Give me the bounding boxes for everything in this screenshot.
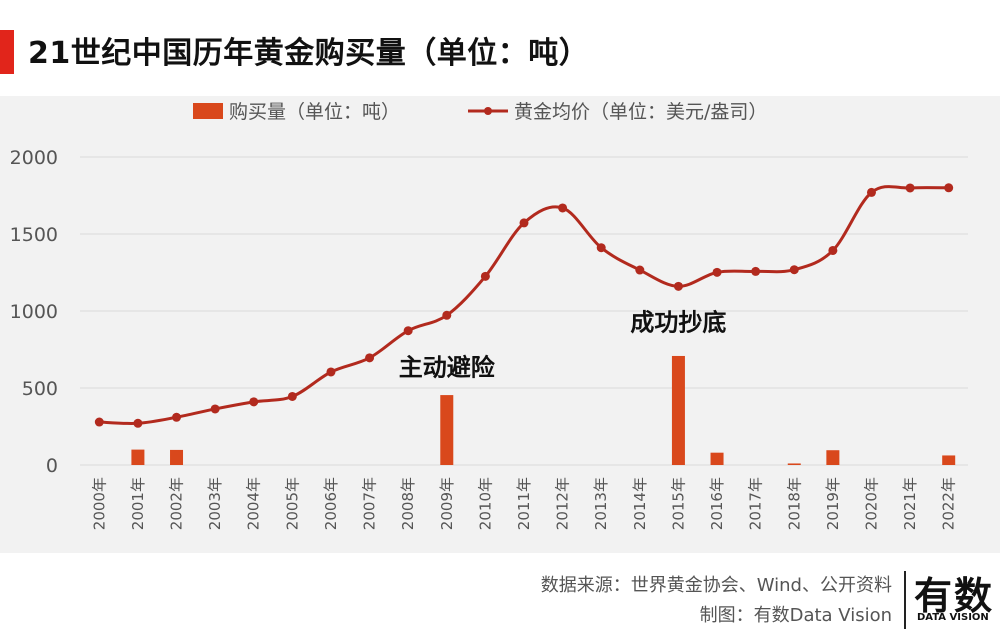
bar bbox=[131, 449, 145, 465]
x-tick-label: 2021年 bbox=[901, 477, 919, 530]
x-tick-label: 2022年 bbox=[940, 477, 958, 530]
title-accent-block bbox=[0, 30, 14, 74]
line-point bbox=[172, 412, 182, 422]
line-point bbox=[480, 271, 490, 281]
x-tick-label: 2005年 bbox=[283, 477, 301, 530]
line-point bbox=[712, 267, 722, 277]
source-note: 数据来源：世界黄金协会、Wind、公开资料 bbox=[540, 575, 892, 596]
x-tick-label: 2013年 bbox=[592, 477, 610, 530]
annotation-label: 主动避险 bbox=[399, 354, 496, 382]
bar bbox=[170, 449, 184, 465]
x-tick-label: 2007年 bbox=[361, 477, 379, 530]
x-tick-label: 2020年 bbox=[862, 477, 880, 530]
x-tick-label: 2008年 bbox=[399, 477, 417, 530]
line-point bbox=[789, 265, 799, 275]
y-tick-label: 1000 bbox=[10, 301, 58, 323]
line-point bbox=[905, 183, 915, 193]
line-point bbox=[866, 187, 876, 197]
line-point bbox=[944, 183, 954, 193]
bar bbox=[440, 395, 454, 465]
y-tick-label: 500 bbox=[22, 378, 58, 400]
legend-bar-label: 购买量（单位：吨） bbox=[229, 101, 400, 123]
line-point bbox=[133, 418, 143, 428]
page-title: 21世纪中国历年黄金购买量（单位：吨） bbox=[28, 36, 590, 71]
y-tick-label: 0 bbox=[46, 455, 58, 477]
legend-bar-swatch bbox=[193, 103, 223, 119]
x-tick-label: 2014年 bbox=[631, 477, 649, 530]
chart-area: 购买量（单位：吨） 黄金均价（单位：美元/盎司） 0 500 1000 1500 2000 2… bbox=[0, 96, 1000, 553]
line-point bbox=[249, 397, 259, 407]
bar bbox=[710, 452, 724, 465]
footer: 数据来源：世界黄金协会、Wind、公开资料 制图：有数Data Vision 有… bbox=[0, 553, 1000, 643]
bar bbox=[826, 450, 840, 465]
legend-line-label: 黄金均价（单位：美元/盎司） bbox=[514, 101, 767, 123]
x-tick-label: 2017年 bbox=[747, 477, 765, 530]
brand-logo: 有数 bbox=[914, 574, 995, 618]
logo-divider bbox=[904, 571, 906, 629]
x-tick-label: 2002年 bbox=[168, 477, 186, 530]
line-point bbox=[558, 203, 568, 213]
line-point bbox=[326, 367, 336, 377]
x-tick-label: 2000年 bbox=[90, 477, 108, 530]
line-point bbox=[635, 265, 645, 275]
x-tick-label: 2010年 bbox=[476, 477, 494, 530]
x-tick-label: 2012年 bbox=[554, 477, 572, 530]
bar bbox=[787, 463, 801, 465]
x-tick-label: 2015年 bbox=[669, 477, 687, 530]
x-tick-label: 2001年 bbox=[129, 477, 147, 530]
x-tick-label: 2009年 bbox=[438, 477, 456, 530]
x-tick-label: 2019年 bbox=[824, 477, 842, 530]
line-point bbox=[596, 243, 606, 253]
header: 21世纪中国历年黄金购买量（单位：吨） bbox=[0, 0, 1000, 96]
line-point bbox=[519, 218, 529, 228]
legend-line-marker bbox=[484, 107, 492, 115]
line-point bbox=[287, 391, 297, 401]
x-tick-label: 2004年 bbox=[245, 477, 263, 530]
bar bbox=[942, 455, 956, 465]
y-tick-label: 2000 bbox=[10, 147, 58, 169]
y-tick-label: 1500 bbox=[10, 224, 58, 246]
line-point bbox=[673, 281, 683, 291]
line-point bbox=[828, 245, 838, 255]
chart: 购买量（单位：吨） 黄金均价（单位：美元/盎司） 0 500 1000 1500 2000 2… bbox=[10, 101, 968, 530]
x-tick-label: 2011年 bbox=[515, 477, 533, 530]
line-point bbox=[365, 353, 375, 363]
line-point bbox=[210, 404, 220, 414]
x-tick-label: 2018年 bbox=[785, 477, 803, 530]
x-tick-label: 2016年 bbox=[708, 477, 726, 530]
line-point bbox=[403, 326, 413, 336]
bar bbox=[671, 355, 685, 465]
x-tick-label: 2006年 bbox=[322, 477, 340, 530]
line-point bbox=[442, 310, 452, 320]
annotation-label: 成功抄底 bbox=[630, 308, 726, 336]
line-point bbox=[94, 417, 104, 427]
x-tick-label: 2003年 bbox=[206, 477, 224, 530]
brand-logo-subtitle: DATA VISION bbox=[917, 612, 989, 623]
credit-note: 制图：有数Data Vision bbox=[699, 605, 892, 626]
line-point bbox=[751, 266, 761, 276]
